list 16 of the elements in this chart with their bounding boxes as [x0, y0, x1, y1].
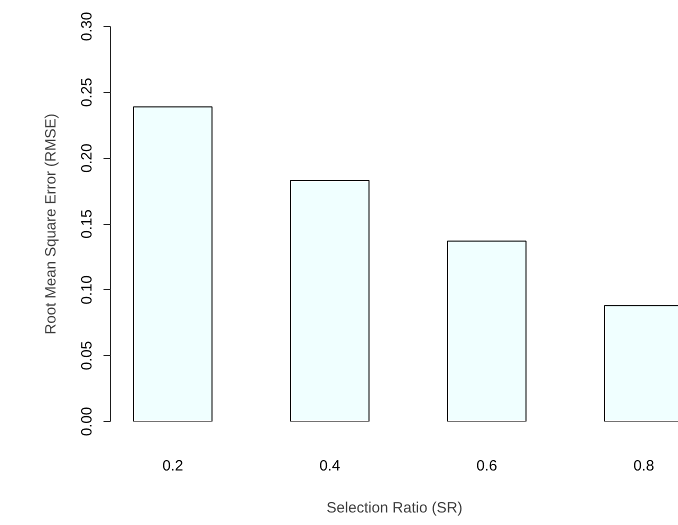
y-tick-label: 0.10: [78, 275, 96, 304]
x-tick-label: 0.2: [162, 458, 184, 474]
x-tick-label: 0.6: [476, 458, 498, 474]
bar: [133, 106, 212, 422]
y-tick-label: 0.25: [78, 78, 96, 107]
y-tick-label: 0.00: [78, 406, 96, 436]
bar: [290, 180, 370, 422]
y-axis-title: Root Mean Square Error (RMSE): [42, 114, 60, 334]
x-tick-label: 0.8: [633, 458, 654, 474]
bar: [447, 240, 526, 422]
y-tick-label: 0.05: [78, 341, 96, 370]
x-axis-title: Selection Ratio (SR): [326, 500, 462, 516]
y-tick-label: 0.15: [78, 209, 96, 239]
x-tick-label: 0.4: [319, 458, 340, 474]
y-tick-label: 0.20: [78, 144, 96, 173]
y-tick-label: 0.30: [78, 12, 96, 42]
